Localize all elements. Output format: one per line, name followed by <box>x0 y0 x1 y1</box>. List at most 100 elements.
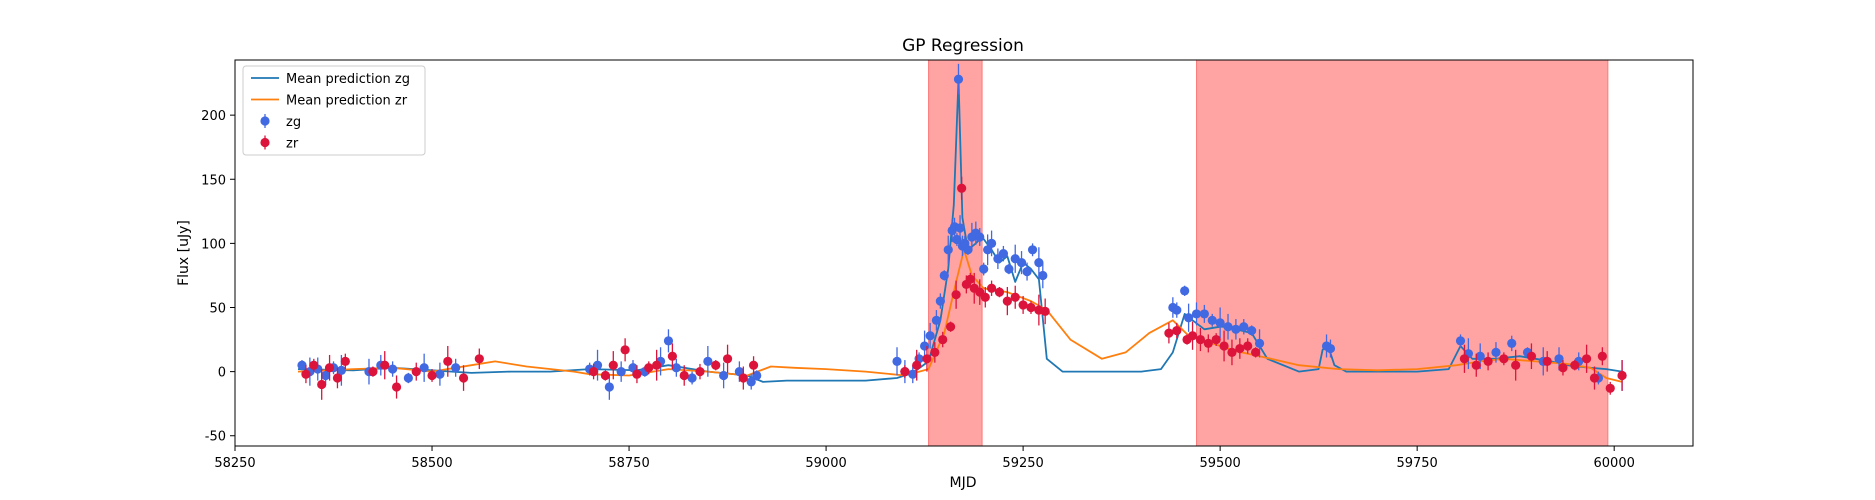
point-zr <box>1235 343 1245 354</box>
point-zr <box>340 356 350 366</box>
point-zr <box>711 360 721 370</box>
point-zr <box>1526 351 1537 361</box>
point-zr <box>667 351 678 361</box>
point-zr <box>427 370 437 381</box>
y-axis-label: Flux [uJy] <box>176 220 192 286</box>
point-zg <box>979 264 989 274</box>
point-zr <box>1483 356 1493 366</box>
x-tick-label: 58500 <box>411 456 452 471</box>
point-zg <box>1254 338 1265 349</box>
point-zr <box>1219 341 1229 351</box>
point-zr <box>1243 341 1253 351</box>
plot-area: 58250 58500 58750 59000 59250 59500 59750 60000… <box>201 59 1694 471</box>
point-zr <box>620 345 630 355</box>
point-zg <box>687 373 697 383</box>
shaded-region-0 <box>928 59 983 447</box>
point-zr <box>368 367 378 377</box>
legend-entry-zr-label: zr <box>286 137 299 152</box>
point-zg <box>952 234 962 245</box>
point-zr <box>608 360 618 370</box>
legend: Mean prediction zg Mean prediction zr zg zr <box>242 65 426 156</box>
point-zr <box>930 347 940 357</box>
y-tick-label: 50 <box>209 302 226 317</box>
x-tick-label: 59250 <box>1002 456 1043 471</box>
point-zg <box>435 369 445 379</box>
point-zr <box>1459 354 1470 364</box>
point-zr <box>588 367 599 377</box>
point-zr <box>1605 383 1615 393</box>
point-zr <box>458 373 469 383</box>
point-zr <box>922 354 932 364</box>
point-zr <box>1582 354 1592 364</box>
point-zg <box>1455 336 1466 346</box>
point-zg <box>939 270 949 281</box>
point-zg <box>703 356 713 366</box>
point-zr <box>443 356 453 366</box>
point-zr <box>965 274 975 284</box>
legend-entry-mean-zg-label: Mean prediction zg <box>286 72 410 87</box>
point-zg <box>746 377 756 387</box>
point-zg <box>616 367 626 377</box>
point-zr <box>332 373 343 383</box>
point-zr <box>309 360 319 370</box>
legend-entry-mean-zr-label: Mean prediction zr <box>286 94 408 109</box>
point-zr <box>957 183 967 193</box>
point-zg <box>1247 325 1257 336</box>
point-zg <box>1004 264 1014 274</box>
point-zg <box>719 370 729 381</box>
point-zg <box>908 369 918 379</box>
point-zg <box>975 232 985 242</box>
point-zr <box>980 292 990 302</box>
shaded-region-1 <box>1195 59 1609 447</box>
point-zr <box>301 369 311 379</box>
legend-box <box>242 65 426 156</box>
point-zr <box>1040 306 1050 316</box>
point-zg <box>752 370 762 381</box>
point-zr <box>679 370 689 381</box>
point-zg <box>892 356 902 366</box>
point-zr <box>1203 338 1213 349</box>
point-zr <box>632 369 642 379</box>
point-zr <box>1195 334 1206 345</box>
point-zr <box>652 360 662 370</box>
point-zg <box>336 365 346 375</box>
y-tick-label: 150 <box>201 173 226 188</box>
point-zg <box>919 341 930 351</box>
chart-title: GP Regression <box>902 36 1024 56</box>
point-zg <box>1475 351 1485 361</box>
point-zg <box>1172 305 1182 315</box>
point-zr <box>748 360 759 370</box>
point-zg <box>1191 309 1202 319</box>
x-tick-label: 59750 <box>1396 456 1437 471</box>
point-zr <box>317 379 327 390</box>
point-zr <box>722 354 733 364</box>
point-zr <box>644 363 654 373</box>
point-zg <box>671 363 681 373</box>
point-zr <box>946 322 956 332</box>
point-zr <box>600 370 611 381</box>
x-tick-label: 59500 <box>1199 456 1240 471</box>
point-zr <box>1597 351 1607 361</box>
point-zg <box>1215 318 1225 328</box>
x-tick-label: 58250 <box>214 456 255 471</box>
point-zg <box>663 336 674 346</box>
point-zg <box>1325 343 1336 354</box>
point-zr <box>1026 302 1036 313</box>
point-zg <box>1199 309 1209 319</box>
point-zg <box>1034 258 1044 268</box>
y-tick-label: 200 <box>201 109 226 124</box>
point-zg <box>1507 338 1517 349</box>
legend-entry-zr-swatch <box>260 137 270 148</box>
x-axis-label: MJD <box>950 475 977 491</box>
point-zr <box>900 367 910 377</box>
point-zr <box>474 354 484 364</box>
point-zg <box>1554 354 1564 364</box>
x-tick-label: 60000 <box>1594 456 1635 471</box>
point-zr <box>411 367 421 377</box>
point-zg <box>1038 270 1048 281</box>
point-zg <box>1231 324 1241 334</box>
axes-frame <box>234 59 1694 447</box>
y-tick-label: -50 <box>205 430 226 445</box>
point-zr <box>1617 370 1627 381</box>
